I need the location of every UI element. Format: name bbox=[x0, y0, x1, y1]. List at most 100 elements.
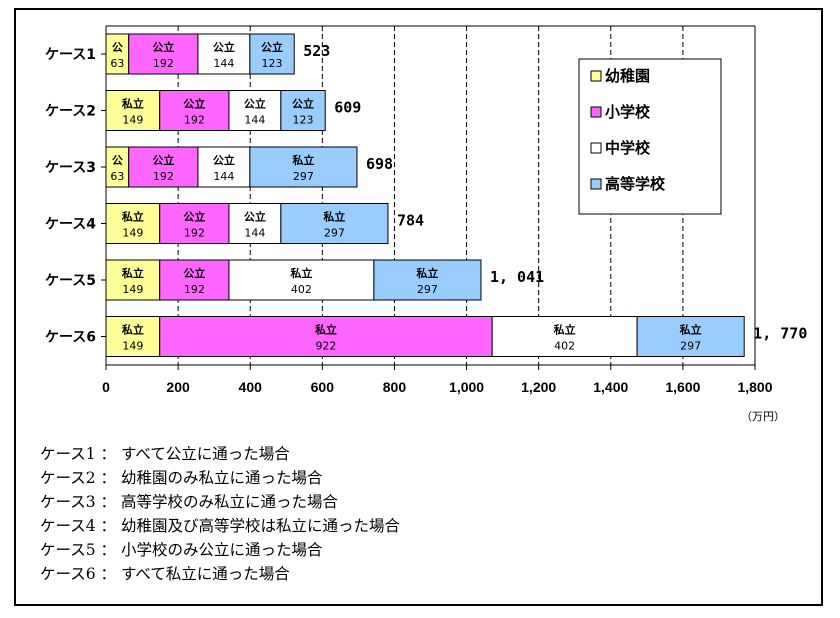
note-case-3: ケース3 ： 高等学校のみ私立に通った場合 bbox=[40, 493, 338, 511]
bar-segment-2-3 bbox=[228, 90, 282, 131]
segment-type-label-3-3: 公立 bbox=[213, 153, 235, 167]
legend-swatch-3 bbox=[590, 142, 602, 154]
total-label-1: 523 bbox=[303, 42, 330, 60]
segment-value-label-2-2: 192 bbox=[184, 114, 205, 127]
segment-value-label-4-2: 192 bbox=[184, 227, 205, 240]
note-case-4: ケース4 ： 幼稚園及び高等学校は私立に通った場合 bbox=[40, 517, 400, 535]
bar-segment-4-3 bbox=[228, 203, 282, 244]
segment-type-label-2-4: 公立 bbox=[292, 97, 314, 111]
bar-segment-6-1 bbox=[105, 316, 161, 357]
segment-value-label-5-2: 192 bbox=[184, 283, 205, 296]
segment-value-label-1-3: 144 bbox=[213, 57, 234, 70]
legend-swatch-4 bbox=[590, 178, 602, 190]
segment-value-label-3-3: 144 bbox=[213, 170, 234, 183]
y-category-label-1: ケース1 bbox=[45, 47, 96, 63]
legend-label-3: 中学校 bbox=[605, 139, 651, 157]
bar-segment-5-4 bbox=[373, 259, 482, 301]
segment-type-label-2-1: 私立 bbox=[122, 97, 144, 111]
y-category-label-5: ケース5 bbox=[45, 273, 96, 289]
segment-type-label-1-3: 公立 bbox=[213, 40, 235, 54]
segment-type-label-6-2: 私立 bbox=[315, 323, 337, 337]
segment-type-label-5-1: 私立 bbox=[122, 266, 144, 280]
x-tick-label-400: 400 bbox=[239, 379, 263, 395]
segment-value-label-5-1: 149 bbox=[122, 283, 143, 296]
segment-type-label-3-4: 私立 bbox=[292, 153, 314, 167]
segment-type-label-1-1: 公 bbox=[112, 41, 123, 54]
x-tick-label-1000: 1,000 bbox=[449, 379, 484, 395]
bar-segment-3-4 bbox=[249, 146, 358, 188]
bar-segment-4-1 bbox=[105, 203, 161, 244]
segment-value-label-4-3: 144 bbox=[244, 227, 265, 240]
segment-type-label-6-1: 私立 bbox=[122, 323, 144, 337]
legend-label-2: 小学校 bbox=[605, 103, 651, 121]
segment-value-label-6-3: 402 bbox=[554, 340, 575, 353]
segment-type-label-5-2: 公立 bbox=[183, 266, 205, 280]
segment-type-label-3-1: 公 bbox=[112, 154, 123, 167]
bar-segment-2-4 bbox=[280, 90, 326, 131]
segment-type-label-2-2: 公立 bbox=[183, 97, 205, 111]
segment-value-label-1-1: 63 bbox=[110, 57, 124, 70]
segment-value-label-5-3: 402 bbox=[291, 283, 312, 296]
segment-value-label-5-4: 297 bbox=[417, 283, 438, 296]
legend-label-4: 高等学校 bbox=[605, 175, 666, 193]
segment-type-label-6-4: 私立 bbox=[680, 323, 702, 337]
total-label-4: 784 bbox=[397, 212, 424, 230]
segment-value-label-1-4: 123 bbox=[262, 57, 283, 70]
segment-type-label-5-3: 私立 bbox=[290, 266, 312, 280]
legend-box bbox=[578, 58, 722, 215]
x-tick-label-0: 0 bbox=[102, 379, 110, 395]
segment-value-label-4-1: 149 bbox=[122, 227, 143, 240]
bar-segment-6-4 bbox=[636, 316, 745, 357]
segment-value-label-3-1: 63 bbox=[110, 170, 124, 183]
stacked-bar-chart: 0 200 400 600 800 1,000 1,200 1,400 1,600 1,800 （万… bbox=[45, 25, 807, 423]
bar-segment-4-4 bbox=[280, 203, 389, 244]
x-tick-label-200: 200 bbox=[166, 379, 190, 395]
x-tick-label-1600: 1,600 bbox=[665, 379, 700, 395]
legend-label-1: 幼稚園 bbox=[605, 67, 650, 85]
note-case-1: ケース1 ： すべて公立に通った場合 bbox=[40, 445, 290, 463]
segment-type-label-1-4: 公立 bbox=[261, 40, 283, 54]
segment-type-label-4-3: 公立 bbox=[244, 210, 266, 224]
note-case-5: ケース5 ： 小学校のみ公立に通った場合 bbox=[40, 541, 323, 559]
segment-value-label-6-4: 297 bbox=[680, 340, 701, 353]
y-category-label-4: ケース4 bbox=[45, 217, 96, 233]
segment-type-label-3-2: 公立 bbox=[152, 153, 174, 167]
segment-type-label-4-4: 私立 bbox=[323, 210, 345, 224]
bar-segment-2-2 bbox=[159, 90, 230, 131]
segment-type-label-4-2: 公立 bbox=[183, 210, 205, 224]
note-case-6: ケース6 ： すべて私立に通った場合 bbox=[40, 565, 290, 583]
segment-type-label-2-3: 公立 bbox=[244, 97, 266, 111]
bar-segment-5-2 bbox=[159, 259, 230, 301]
total-label-3: 698 bbox=[366, 155, 393, 173]
case-notes: ケース1 ： すべて公立に通った場合 ケース2 ： 幼稚園のみ私立に通った場合 … bbox=[40, 442, 400, 586]
x-tick-label-600: 600 bbox=[311, 379, 335, 395]
segment-type-label-5-4: 私立 bbox=[416, 266, 438, 280]
note-case-2: ケース2 ： 幼稚園のみ私立に通った場合 bbox=[40, 469, 323, 487]
segment-value-label-2-3: 144 bbox=[244, 114, 265, 127]
segment-value-label-2-4: 123 bbox=[293, 114, 314, 127]
segment-value-label-2-1: 149 bbox=[122, 114, 143, 127]
bar-segment-6-2 bbox=[159, 316, 493, 357]
legend-swatch-1 bbox=[590, 70, 602, 82]
bar-segment-2-1 bbox=[105, 90, 161, 131]
segment-type-label-1-2: 公立 bbox=[152, 40, 174, 54]
legend-swatch-2 bbox=[590, 106, 602, 118]
segment-value-label-3-2: 192 bbox=[153, 170, 174, 183]
segment-value-label-6-1: 149 bbox=[122, 340, 143, 353]
bar-segment-3-2 bbox=[128, 146, 199, 188]
segment-value-label-1-2: 192 bbox=[153, 57, 174, 70]
total-label-5: 1, 041 bbox=[490, 268, 544, 286]
x-tick-label-800: 800 bbox=[383, 379, 407, 395]
x-axis-unit: （万円） bbox=[741, 410, 785, 423]
total-label-2: 609 bbox=[334, 99, 361, 117]
segment-type-label-4-1: 私立 bbox=[122, 210, 144, 224]
x-tick-label-1400: 1,400 bbox=[593, 379, 628, 395]
bar-segment-6-3 bbox=[491, 316, 638, 357]
segment-type-label-6-3: 私立 bbox=[554, 323, 576, 337]
y-category-label-6: ケース6 bbox=[45, 330, 96, 346]
y-category-label-2: ケース2 bbox=[45, 104, 96, 120]
segment-value-label-6-2: 922 bbox=[315, 340, 336, 353]
bar-segment-5-3 bbox=[228, 259, 375, 301]
y-category-label-3: ケース3 bbox=[45, 160, 96, 176]
x-tick-label-1200: 1,200 bbox=[521, 379, 556, 395]
